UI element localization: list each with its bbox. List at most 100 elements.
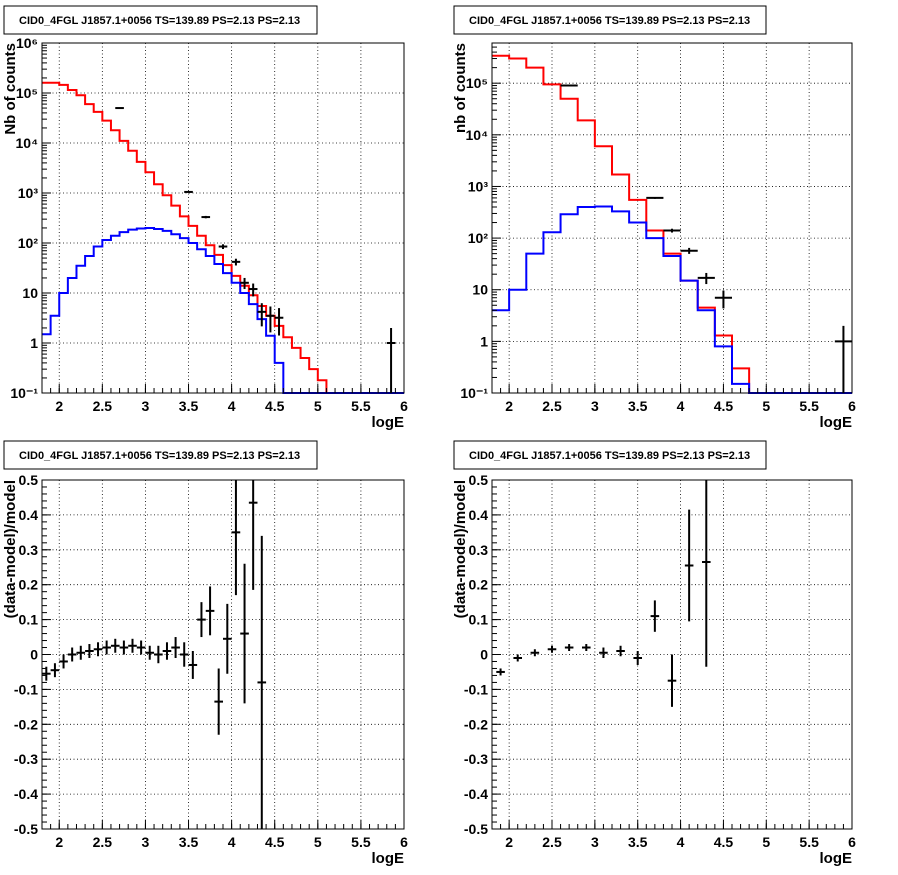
y-tick-label: 0.1	[19, 612, 39, 628]
x-tick-label: 2.5	[542, 398, 562, 414]
data-point	[697, 272, 715, 285]
x-tick-label: 4	[677, 398, 685, 414]
data-point	[184, 190, 193, 193]
x-tick-label: 3.5	[179, 834, 199, 850]
data-points	[42, 480, 267, 829]
data-point	[145, 645, 155, 660]
y-tick-label: 0.5	[469, 472, 489, 488]
data-point	[67, 647, 77, 662]
data-point	[646, 196, 664, 199]
x-tick-label: 5	[762, 834, 770, 850]
data-point	[76, 645, 86, 660]
y-tick-label: -0.3	[464, 751, 488, 767]
title-box: CID0_4FGL J1857.1+0056 TS=139.89 PS=2.13…	[3, 440, 318, 470]
data-point	[650, 600, 660, 632]
title-box: CID0_4FGL J1857.1+0056 TS=139.89 PS=2.13…	[3, 5, 318, 35]
data-point	[50, 663, 60, 678]
data-point	[93, 642, 103, 657]
axis-ticks: 2 2.5 3 3.5 4 4.5 5 5.5 6 -0.5 -0.4 -0.3 -0.2 -0.1 0 0.…	[464, 472, 856, 850]
x-tick-label: 3.5	[628, 398, 648, 414]
grid-lines	[492, 43, 853, 393]
y-tick-label: 10⁶	[16, 35, 38, 51]
y-tick-label: 10⁴	[466, 127, 489, 143]
data-point	[513, 654, 522, 662]
title-box-border	[453, 5, 767, 35]
x-tick-label: 5.5	[351, 834, 371, 850]
residual-right-panel: 2 2.5 3 3.5 4 4.5 5 5.5 6 -0.5 -0.4 -0.3 -0.2 -0.1 0 0.…	[452, 440, 856, 867]
data-point	[110, 638, 120, 653]
axis-ticks: 2 2.5 3 3.5 4 4.5 5 5.5 6 10⁻¹ 1 10 10² 10³ 10⁴ 10⁵ 10⁶	[10, 35, 408, 414]
data-point	[59, 654, 68, 669]
y-tick-label: -0.4	[464, 786, 488, 802]
data-point	[257, 535, 267, 829]
data-point	[633, 651, 642, 665]
x-axis-label: logE	[820, 850, 853, 867]
x-tick-label: 4.5	[714, 834, 734, 850]
residual-left-panel: 2 2.5 3 3.5 4 4.5 5 5.5 6 -0.5 -0.4 -0.3 -0.2 -0.1 0 0.…	[2, 440, 408, 867]
data-point	[564, 644, 574, 652]
data-point	[171, 637, 180, 658]
y-tick-label: -0.1	[464, 681, 488, 697]
title-box-border	[3, 440, 318, 470]
x-tick-label: 3	[591, 398, 599, 414]
x-tick-label: 2	[55, 398, 63, 414]
data-point	[154, 645, 163, 664]
counts-spectrum-left-panel: 2 2.5 3 3.5 4 4.5 5 5.5 610⁻¹11010²10³10⁴10⁵10⁶ …	[2, 5, 408, 431]
chart-title: CID0_4FGL J1857.1+0056 TS=139.89 PS=2.13…	[469, 15, 750, 27]
data-point	[136, 640, 146, 655]
x-tick-label: 3	[591, 834, 599, 850]
y-tick-label: 10²	[18, 235, 39, 251]
x-axis-label: logE	[820, 414, 853, 431]
y-tick-label: 10⁻¹	[10, 385, 38, 401]
x-tick-label: 4	[677, 834, 685, 850]
data-point	[684, 509, 694, 622]
data-point	[240, 563, 249, 704]
chart-title: CID0_4FGL J1857.1+0056 TS=139.89 PS=2.13…	[19, 15, 300, 27]
y-tick-label: 10³	[468, 178, 489, 194]
x-axis-label: logE	[372, 414, 405, 431]
y-tick-label: 10³	[18, 185, 39, 201]
chart-title: CID0_4FGL J1857.1+0056 TS=139.89 PS=2.13…	[469, 450, 750, 462]
x-tick-label: 5	[314, 834, 322, 850]
data-point	[231, 258, 241, 266]
y-tick-label: -0.5	[464, 821, 488, 837]
data-point	[119, 640, 129, 655]
data-point	[248, 283, 258, 297]
title-box-border	[453, 440, 767, 470]
data-points	[496, 480, 711, 707]
data-point	[102, 640, 111, 655]
x-tick-label: 5	[314, 398, 322, 414]
x-tick-label: 3.5	[179, 398, 199, 414]
data-point	[547, 645, 557, 653]
x-tick-label: 5.5	[799, 398, 819, 414]
data-point	[714, 290, 732, 309]
y-tick-label: 10	[22, 285, 38, 301]
y-tick-label: 1	[480, 333, 488, 349]
data-point	[85, 644, 94, 658]
y-axis-label: (data-model)/model	[452, 480, 469, 618]
x-tick-label: 6	[400, 834, 408, 850]
y-tick-label: -0.4	[14, 786, 38, 802]
y-tick-label: 10⁵	[16, 85, 38, 101]
x-tick-label: 6	[400, 398, 408, 414]
axis-ticks: 2 2.5 3 3.5 4 4.5 5 5.5 6 -0.5 -0.4 -0.3 -0.2 -0.1 0 0.…	[14, 472, 408, 850]
y-axis-label: nb of counts	[452, 43, 469, 133]
x-tick-label: 5.5	[799, 834, 819, 850]
data-points	[115, 107, 396, 393]
x-tick-label: 6	[848, 834, 856, 850]
total-model-histogram	[42, 81, 404, 394]
x-tick-label: 2	[505, 398, 513, 414]
y-tick-label: -0.5	[14, 821, 38, 837]
y-tick-label: 0.4	[469, 507, 489, 523]
data-point	[162, 642, 172, 660]
data-point	[834, 325, 852, 393]
data-point	[223, 603, 232, 674]
y-tick-label: 0.1	[469, 612, 489, 628]
title-box: CID0_4FGL J1857.1+0056 TS=139.89 PS=2.13…	[453, 440, 767, 470]
y-tick-label: 0	[480, 647, 488, 663]
y-tick-label: 0	[30, 647, 38, 663]
x-tick-label: 4.5	[714, 398, 734, 414]
x-tick-label: 3	[142, 398, 150, 414]
y-axis-label: (data-model)/model	[2, 480, 19, 618]
y-tick-label: -0.1	[14, 681, 38, 697]
